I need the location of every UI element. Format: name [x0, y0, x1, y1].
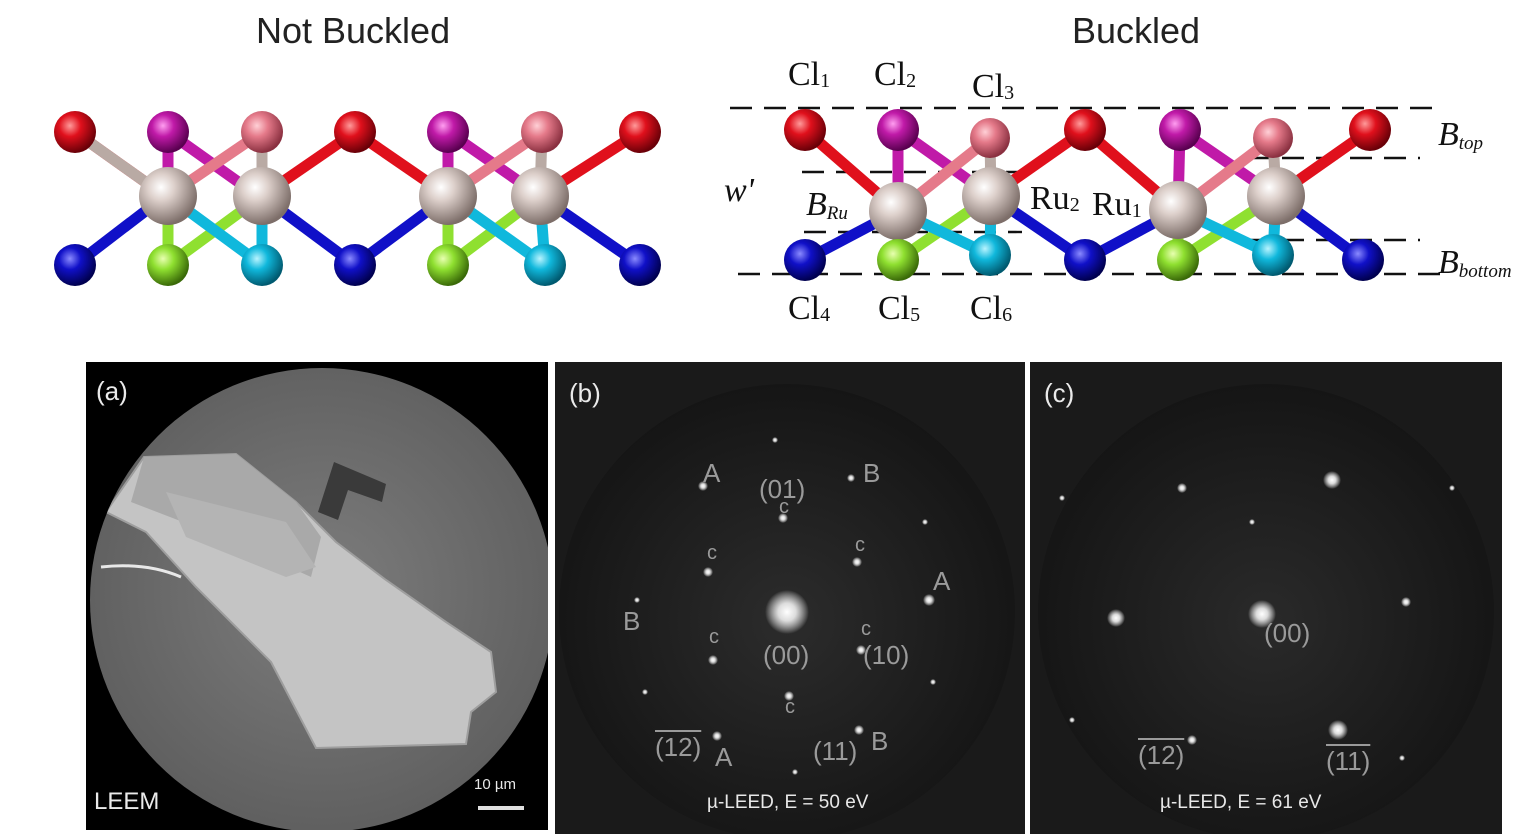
label-cl2: Cl2	[874, 56, 917, 93]
spot-b-3: B	[871, 726, 889, 756]
panel-a-label: (a)	[96, 376, 128, 406]
spot-c-2: c	[707, 542, 717, 564]
spot-11-c: (11)	[1326, 746, 1371, 776]
label-cl5: Cl5	[878, 290, 921, 327]
spot-c-4: c	[709, 626, 719, 648]
panel-c-leed: (c) (00) (12) (11) µ-LEED, E = 61 eV	[1030, 362, 1502, 834]
buckled-title: Buckled	[1072, 10, 1201, 51]
leem-mode-label: LEEM	[94, 788, 160, 815]
spot-00: (00)	[763, 640, 810, 670]
label-cl1: Cl1	[788, 56, 831, 93]
label-ru2: Ru2	[1030, 180, 1080, 217]
spot-c-1: c	[779, 496, 789, 518]
spot-10: (10)	[863, 640, 910, 670]
label-cl3: Cl3	[972, 68, 1015, 105]
spot-01: (01)	[759, 474, 806, 504]
spot-a-3: A	[715, 742, 733, 772]
spot-00-c: (00)	[1264, 618, 1311, 648]
spot-12-c: (12)	[1138, 740, 1185, 770]
spot-a-2: A	[933, 566, 951, 596]
not-buckled-structure	[54, 111, 661, 286]
spot-12: (12)	[655, 732, 702, 762]
spot-11: (11)	[813, 736, 858, 766]
leem-image	[90, 368, 548, 830]
label-cl4: Cl4	[788, 290, 831, 327]
panel-b-caption: µ-LEED, E = 50 eV	[707, 792, 869, 813]
panel-b-label: (b)	[569, 378, 601, 408]
label-b-ru: BRu	[806, 186, 848, 224]
spot-c-5: c	[861, 618, 871, 640]
leed-pattern-50ev	[559, 384, 1015, 834]
spot-c-6: c	[785, 696, 795, 718]
spot-b-2: B	[623, 606, 641, 636]
label-ru1: Ru1	[1092, 186, 1142, 223]
panel-c-label: (c)	[1044, 378, 1075, 408]
buckled-structure	[730, 106, 1450, 281]
label-b-top: Btop	[1438, 116, 1484, 154]
panel-a-leem: (a) LEEM 10 µm	[86, 362, 548, 830]
panel-b-leed: (b) A B (01) c c c A B c c (00) (10) c (…	[555, 362, 1025, 834]
leem-scalebar	[478, 806, 524, 810]
label-b-bottom: Bbottom	[1438, 244, 1512, 282]
label-cl6: Cl6	[970, 290, 1013, 327]
leed-pattern-61ev	[1038, 384, 1494, 834]
leem-scalebar-label: 10 µm	[474, 776, 516, 793]
spot-c-3: c	[855, 534, 865, 556]
label-w-prime: w'	[724, 172, 754, 209]
spot-b-1: B	[863, 458, 881, 488]
not-buckled-title: Not Buckled	[256, 10, 451, 51]
panel-c-caption: µ-LEED, E = 61 eV	[1160, 792, 1322, 813]
spot-a-1: A	[703, 458, 721, 488]
